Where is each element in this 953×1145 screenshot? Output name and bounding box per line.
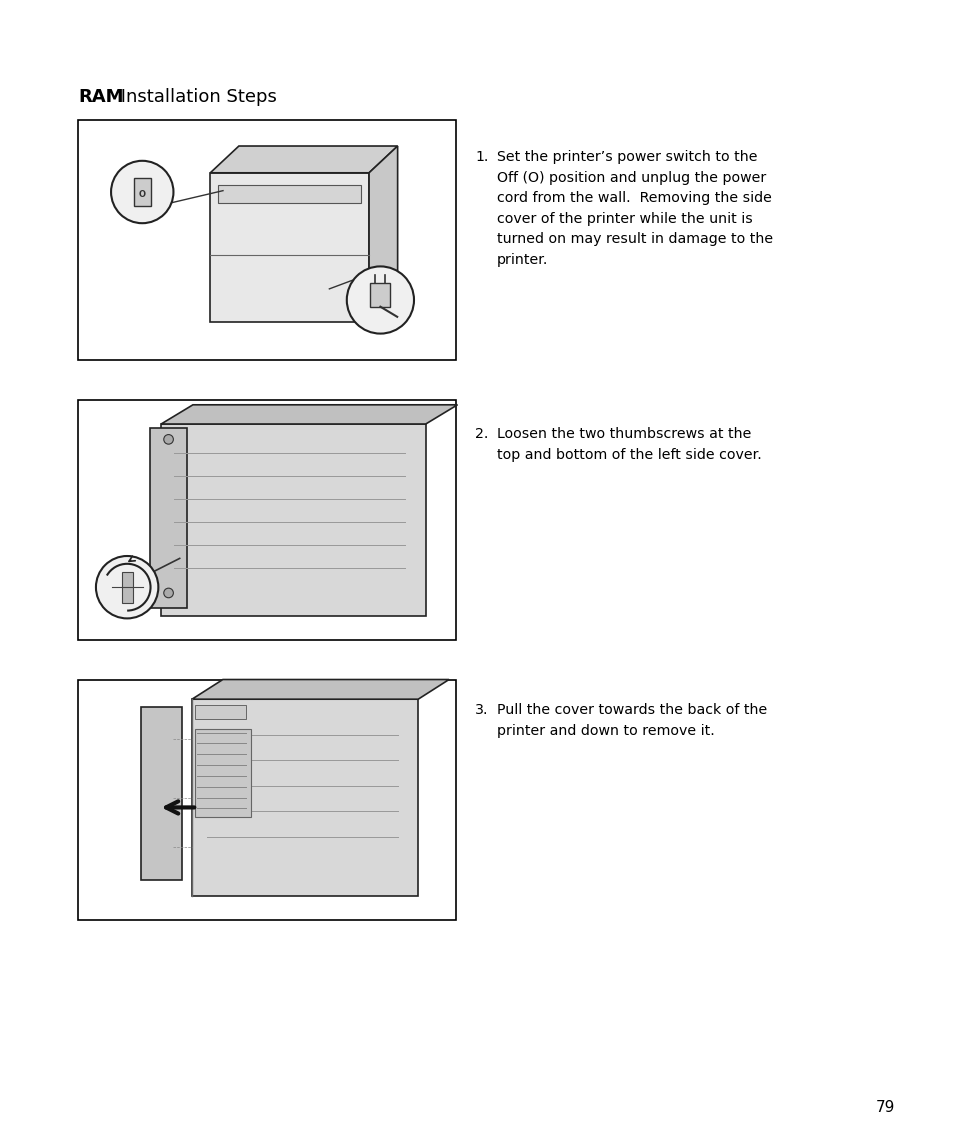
Bar xyxy=(194,705,246,719)
Bar xyxy=(161,424,425,616)
Polygon shape xyxy=(192,679,449,700)
Text: Installation Steps: Installation Steps xyxy=(115,88,276,106)
Bar xyxy=(78,400,456,640)
Circle shape xyxy=(96,556,158,618)
Polygon shape xyxy=(210,147,397,173)
Text: Loosen the two thumbscrews at the
top and bottom of the left side cover.: Loosen the two thumbscrews at the top an… xyxy=(497,427,760,461)
Circle shape xyxy=(347,267,414,333)
Text: Set the printer’s power switch to the
Off (O) position and unplug the power
cord: Set the printer’s power switch to the Of… xyxy=(497,150,772,267)
Bar xyxy=(210,173,369,322)
Bar xyxy=(192,700,417,897)
Bar xyxy=(150,428,187,608)
Bar xyxy=(194,728,251,818)
Polygon shape xyxy=(369,147,397,322)
Circle shape xyxy=(111,160,173,223)
Bar xyxy=(140,708,181,881)
Text: 79: 79 xyxy=(875,1100,894,1115)
Text: O: O xyxy=(138,190,146,199)
Text: 3.: 3. xyxy=(475,703,488,717)
Circle shape xyxy=(164,435,173,444)
Text: RAM: RAM xyxy=(78,88,124,106)
Bar xyxy=(78,680,456,919)
Text: Pull the cover towards the back of the
printer and down to remove it.: Pull the cover towards the back of the p… xyxy=(497,703,766,737)
Bar xyxy=(78,120,456,360)
Polygon shape xyxy=(161,405,457,424)
Circle shape xyxy=(164,589,173,598)
Text: 2.: 2. xyxy=(475,427,488,441)
Bar xyxy=(370,283,390,307)
Bar xyxy=(122,571,132,602)
Bar xyxy=(133,177,151,206)
Bar xyxy=(218,184,361,203)
Text: 1.: 1. xyxy=(475,150,488,164)
